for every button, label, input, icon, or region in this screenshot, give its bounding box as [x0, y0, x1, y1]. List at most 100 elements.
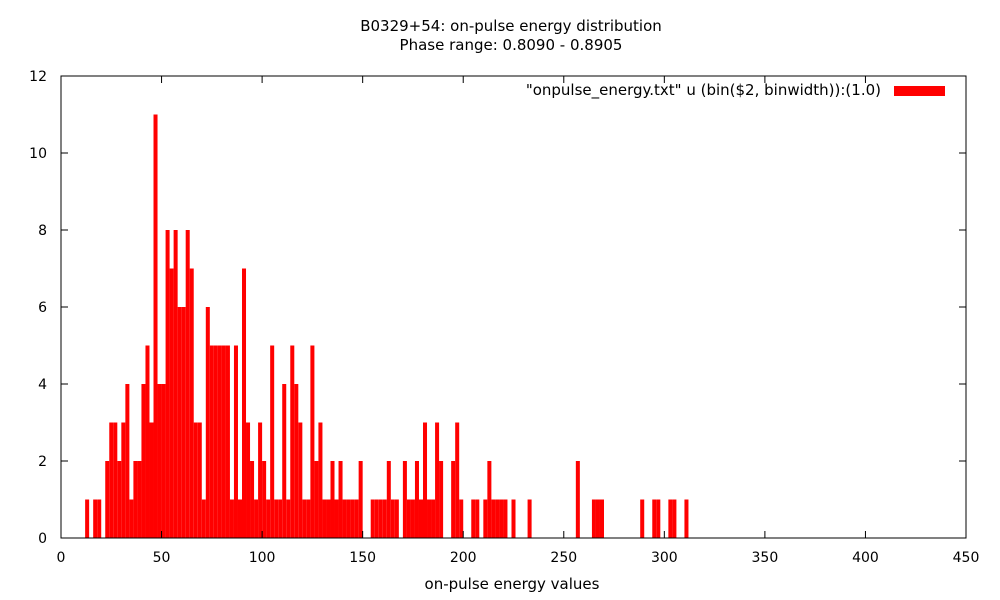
bars-layer: [85, 114, 689, 538]
histogram-bar: [575, 461, 580, 538]
histogram-bar: [233, 345, 238, 538]
histogram-bar: [181, 307, 186, 538]
histogram-bar: [402, 461, 407, 538]
histogram-bar: [306, 499, 311, 538]
histogram-bar: [595, 499, 600, 538]
histogram-bar: [314, 461, 319, 538]
histogram-bar: [330, 461, 335, 538]
histogram-bar: [173, 230, 178, 538]
histogram-bar: [225, 345, 230, 538]
histogram-bar: [656, 499, 661, 538]
histogram-bar: [282, 384, 287, 538]
y-tick-label: 4: [38, 377, 47, 393]
histogram-bar: [229, 499, 234, 538]
histogram-bar: [668, 499, 673, 538]
histogram-bar: [278, 499, 283, 538]
histogram-bar: [511, 499, 516, 538]
x-tick-label: 300: [651, 550, 678, 566]
histogram-bar: [149, 422, 154, 538]
histogram-bar: [125, 384, 130, 538]
histogram-bar: [145, 345, 150, 538]
histogram-bar: [652, 499, 657, 538]
histogram-bar: [495, 499, 500, 538]
histogram-bar: [435, 422, 440, 538]
histogram-bar: [97, 499, 102, 538]
histogram-bar: [137, 461, 142, 538]
histogram-bar: [483, 499, 488, 538]
histogram-bar: [346, 499, 351, 538]
histogram-bar: [427, 499, 432, 538]
histogram-bar: [133, 461, 138, 538]
histogram-bar: [262, 461, 267, 538]
histogram-bar: [153, 114, 158, 538]
histogram-bar: [414, 461, 419, 538]
chart-subtitle: Phase range: 0.8090 - 0.8905: [400, 36, 623, 54]
y-tick-label: 8: [38, 223, 47, 239]
histogram-bar: [185, 230, 190, 538]
histogram-bar: [423, 422, 428, 538]
histogram-bar: [109, 422, 114, 538]
histogram-bar: [358, 461, 363, 538]
x-tick-label: 350: [752, 550, 779, 566]
histogram-bar: [298, 422, 303, 538]
histogram-bar: [85, 499, 90, 538]
histogram-bar: [394, 499, 399, 538]
histogram-bar: [338, 461, 343, 538]
histogram-bar: [334, 499, 339, 538]
histogram-bar: [378, 499, 383, 538]
x-tick-label: 150: [349, 550, 376, 566]
histogram-bar: [354, 499, 359, 538]
histogram-bar: [209, 345, 214, 538]
histogram-bar: [406, 499, 411, 538]
histogram-bar: [201, 499, 206, 538]
chart-title: B0329+54: on-pulse energy distribution: [360, 17, 662, 35]
histogram-bar: [322, 499, 327, 538]
histogram-bar: [274, 499, 279, 538]
histogram-bar: [221, 345, 226, 538]
histogram-bar: [350, 499, 355, 538]
histogram-bar: [390, 499, 395, 538]
x-tick-label: 250: [550, 550, 577, 566]
histogram-bar: [161, 384, 166, 538]
histogram-bar: [121, 422, 126, 538]
histogram-bar: [105, 461, 110, 538]
histogram-bar: [117, 461, 122, 538]
histogram-bar: [242, 268, 247, 538]
histogram-bar: [129, 499, 134, 538]
histogram-bar: [487, 461, 492, 538]
histogram-bar: [471, 499, 476, 538]
histogram-bar: [169, 268, 174, 538]
x-axis-label: on-pulse energy values: [425, 575, 600, 593]
histogram-bar: [459, 499, 464, 538]
histogram-bar: [342, 499, 347, 538]
histogram-bar: [684, 499, 689, 538]
x-tick-label: 200: [450, 550, 477, 566]
x-tick-label: 400: [852, 550, 879, 566]
histogram-bar: [286, 499, 291, 538]
histogram-bar: [599, 499, 604, 538]
legend-swatch: [894, 86, 945, 96]
legend-label: "onpulse_energy.txt" u (bin($2, binwidth…: [526, 81, 881, 100]
histogram-bar: [266, 499, 271, 538]
histogram-bar: [193, 422, 198, 538]
y-tick-label: 10: [29, 146, 47, 162]
histogram-bar: [254, 499, 259, 538]
histogram-bar: [499, 499, 504, 538]
histogram-bar: [205, 307, 210, 538]
x-tick-label: 450: [953, 550, 980, 566]
histogram-bar: [302, 499, 307, 538]
histogram-bar: [418, 499, 423, 538]
y-tick-label: 12: [29, 69, 47, 85]
histogram-bar: [250, 461, 255, 538]
histogram-bar: [197, 422, 202, 538]
x-tick-label: 0: [57, 550, 66, 566]
histogram-bar: [189, 268, 194, 538]
histogram-bar: [491, 499, 496, 538]
histogram-bar: [439, 461, 444, 538]
ticks-layer: 0 50 100 150 200 250 300 350 400 450 0 2 4 6 8 10 12: [29, 69, 979, 566]
histogram-bar: [451, 461, 456, 538]
histogram-bar: [165, 230, 170, 538]
histogram-bar: [310, 345, 315, 538]
histogram-bar: [177, 307, 182, 538]
